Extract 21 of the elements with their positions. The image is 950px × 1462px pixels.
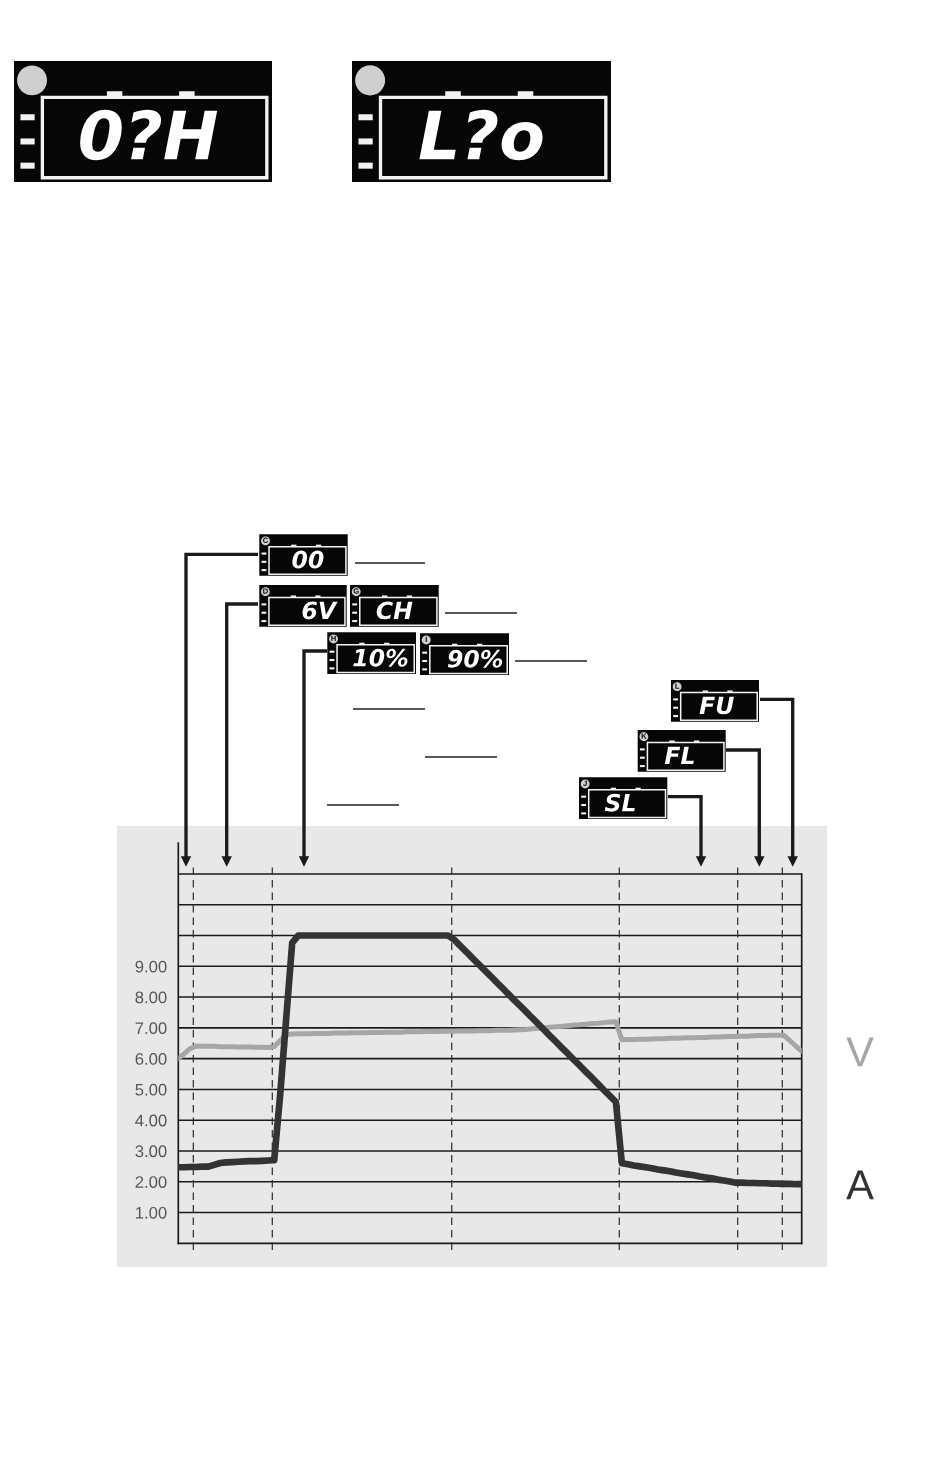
text: 6V	[302, 601, 338, 620]
y-tick-label: 5.00	[135, 1083, 167, 1096]
series-label: V	[846, 1037, 874, 1067]
text: 90%	[447, 649, 503, 668]
text: FU	[699, 696, 734, 715]
text: 00	[292, 550, 324, 569]
y-tick-label: 2.00	[135, 1176, 167, 1188]
y-tick-label: 7.00	[135, 1022, 167, 1035]
y-tick-label: 6.00	[135, 1053, 167, 1065]
y-tick-label: 9.00	[135, 960, 167, 973]
y-tick-label: 1.00	[136, 1206, 167, 1219]
y-tick-label: 8.00	[135, 991, 167, 1004]
text: FL	[664, 746, 694, 765]
text: L?o	[419, 109, 543, 161]
series-label: A	[846, 1170, 874, 1200]
y-tick-label: 4.00	[135, 1114, 167, 1127]
text: 10%	[353, 648, 408, 667]
text: 0?H	[80, 109, 218, 161]
y-tick-label: 3.00	[135, 1145, 167, 1158]
text: CH	[376, 601, 413, 620]
text: SL	[604, 793, 635, 812]
